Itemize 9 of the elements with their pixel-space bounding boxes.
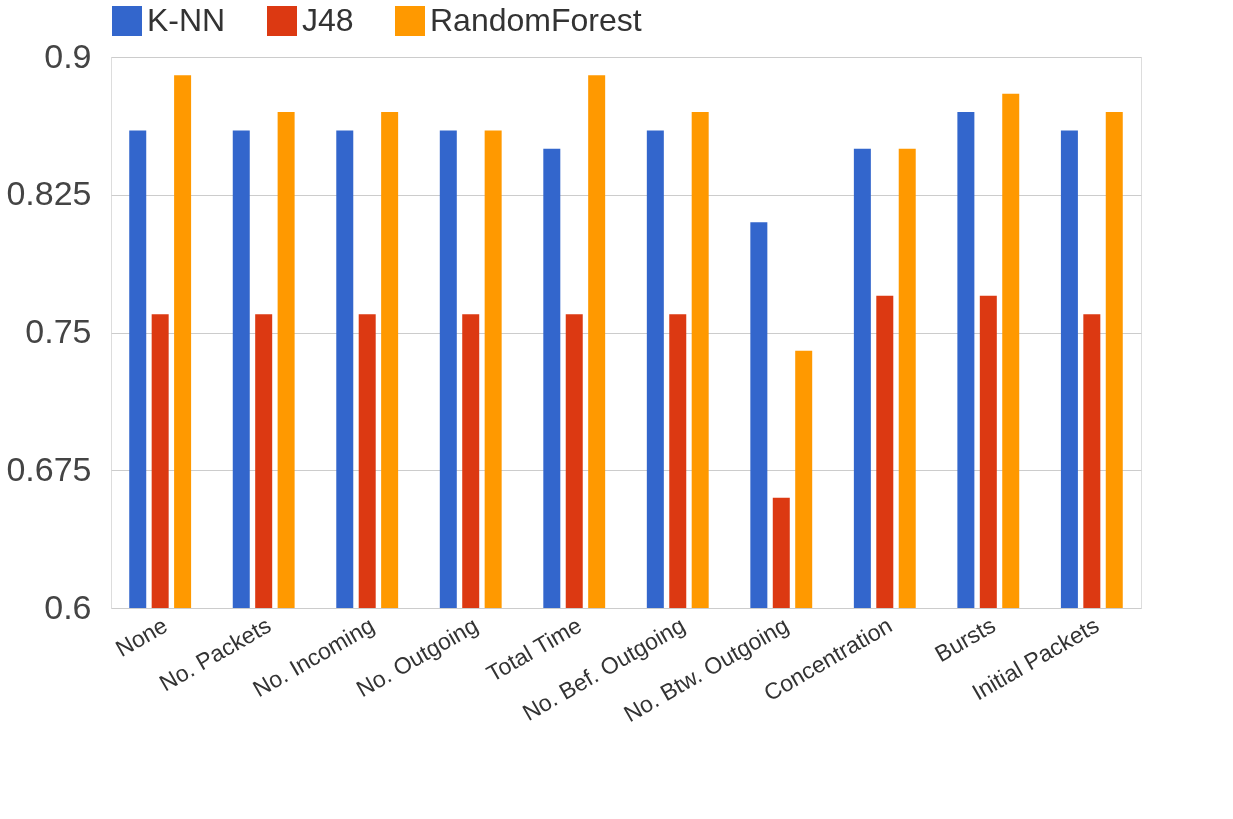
x-tick-label: None [111,611,172,662]
y-tick-label: 0.9 [44,36,92,75]
legend-label: K-NN [147,2,226,38]
legend-label: RandomForest [430,2,642,38]
y-tick-label: 0.675 [6,449,92,488]
y-tick-label: 0.6 [44,587,92,626]
legend-label: J48 [302,2,354,38]
y-tick-label: 0.825 [6,174,92,213]
y-tick-label: 0.75 [25,312,92,350]
